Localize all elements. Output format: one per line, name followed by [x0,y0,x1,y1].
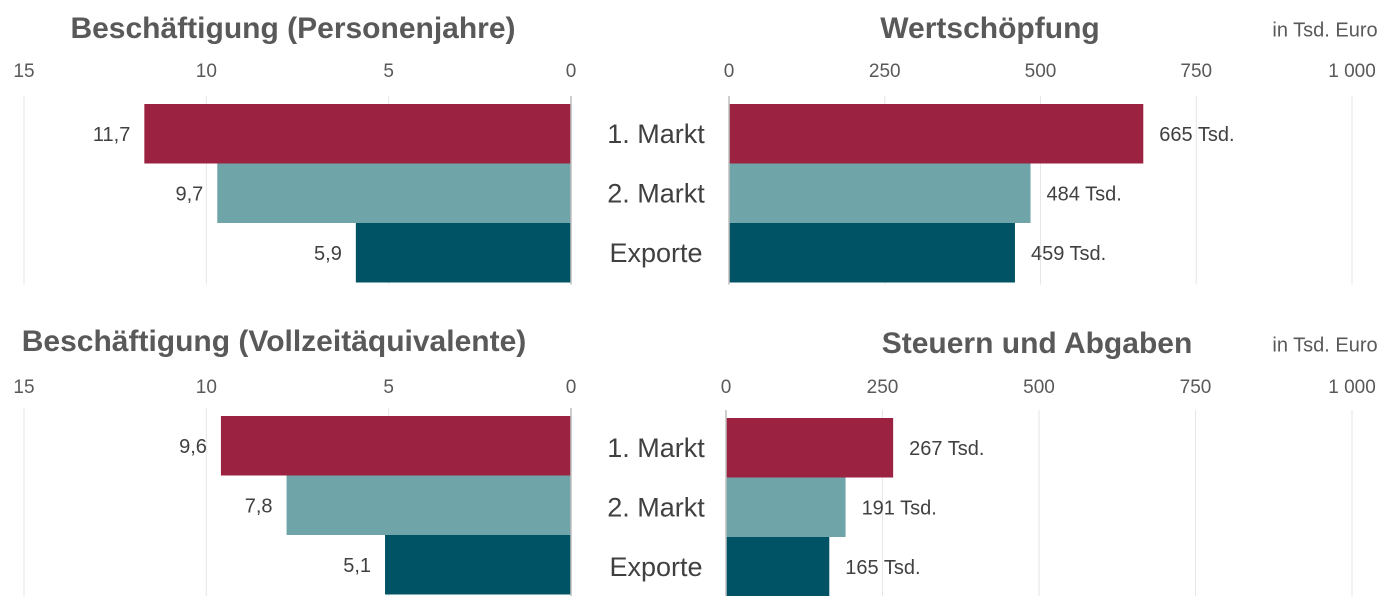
category-label: 2. Markt [607,178,705,208]
category-label: Exporte [609,552,702,582]
bar [286,475,571,535]
value-label: 484 Tsd. [1047,184,1122,206]
value-label: 5,1 [343,555,371,577]
x-tick-label: 0 [566,377,577,398]
bar [217,163,572,223]
value-label: 165 Tsd. [845,557,920,579]
value-label: 191 Tsd. [862,498,937,520]
value-label: 665 Tsd. [1159,124,1234,146]
x-tick-label: 10 [196,61,217,82]
x-tick-label: 500 [1025,61,1057,82]
bar [355,223,571,283]
x-tick-label: 250 [869,61,901,82]
value-label: 5,9 [314,243,342,265]
value-label: 7,8 [245,496,273,518]
chart-title: Beschäftigung (Vollzeitäquivalente) [22,325,527,358]
x-tick-label: 5 [383,377,394,398]
unit-label: in Tsd. Euro [1272,19,1377,41]
category-label: 2. Markt [607,492,705,522]
value-label: 267 Tsd. [909,438,984,460]
x-tick-label: 1 000 [1328,377,1376,398]
x-tick-label: 15 [13,61,34,82]
chart-title: Steuern und Abgaben [882,327,1193,360]
x-tick-label: 15 [13,377,34,398]
category-label: 1. Markt [607,433,705,463]
x-tick-label: 250 [867,377,899,398]
bar [144,104,571,164]
bar [729,163,1031,223]
bar [220,416,572,476]
bar [726,537,830,596]
value-label: 9,7 [175,184,203,206]
x-tick-label: 750 [1180,61,1212,82]
x-tick-label: 0 [566,61,577,82]
x-tick-label: 5 [383,61,394,82]
x-tick-label: 0 [724,61,735,82]
x-tick-label: 750 [1180,377,1212,398]
value-label: 9,6 [179,436,207,458]
bar [385,535,571,595]
x-tick-label: 500 [1023,377,1055,398]
bar [729,104,1144,164]
chart-title: Beschäftigung (Personenjahre) [70,12,515,45]
unit-label: in Tsd. Euro [1272,334,1377,356]
x-tick-label: 1 000 [1328,61,1376,82]
value-label: 11,7 [93,124,130,146]
category-label: 1. Markt [607,119,705,149]
chart-title: Wertschöpfung [880,12,1099,45]
value-label: 459 Tsd. [1031,243,1106,265]
category-label: Exporte [609,238,702,268]
x-tick-label: 10 [196,377,217,398]
bar [729,223,1015,283]
bar [726,477,846,537]
x-tick-label: 0 [721,377,732,398]
bar [726,418,894,478]
